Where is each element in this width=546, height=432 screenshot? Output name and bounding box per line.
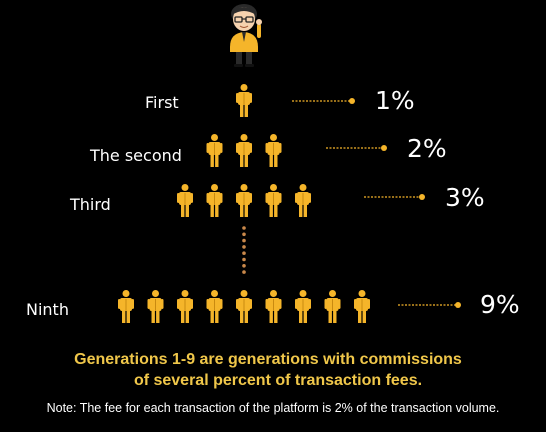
connector-dot bbox=[381, 145, 387, 151]
generation-label-second: The second bbox=[90, 146, 182, 165]
percent-ninth: 9% bbox=[480, 290, 520, 319]
connector-dot bbox=[419, 194, 425, 200]
referrer-avatar-icon bbox=[230, 4, 262, 67]
person-icon bbox=[265, 134, 282, 167]
person-icon bbox=[206, 134, 223, 167]
ellipsis-dot bbox=[242, 270, 246, 274]
person-icon bbox=[265, 184, 282, 217]
person-icon bbox=[295, 184, 311, 217]
ellipsis-dot bbox=[242, 226, 246, 230]
generation-label-third: Third bbox=[70, 195, 111, 214]
caption-line-1: Generations 1-9 are generations with com… bbox=[74, 351, 462, 368]
caption-line-2: of several percent of transaction fees. bbox=[133, 372, 423, 389]
ellipsis-dot bbox=[242, 232, 246, 237]
person-icon bbox=[118, 290, 134, 323]
person-icon bbox=[265, 290, 282, 323]
person-icon bbox=[324, 290, 341, 323]
connector-dot bbox=[349, 98, 355, 104]
person-icon bbox=[236, 134, 252, 167]
ellipsis-dot bbox=[242, 257, 246, 262]
percent-third: 3% bbox=[445, 183, 485, 212]
generation-label-ninth: Ninth bbox=[26, 300, 69, 319]
footnote: Note: The fee for each transaction of th… bbox=[46, 401, 500, 415]
person-icon bbox=[206, 290, 223, 323]
person-icon bbox=[177, 290, 193, 323]
person-icon bbox=[354, 290, 370, 323]
person-icon bbox=[236, 290, 252, 323]
person-icon bbox=[206, 184, 223, 217]
person-icon bbox=[236, 84, 252, 117]
connector-dot bbox=[455, 302, 461, 308]
person-icon bbox=[236, 184, 252, 217]
generation-label-first: First bbox=[145, 93, 179, 112]
ellipsis-dot bbox=[242, 264, 246, 268]
percent-first: 1% bbox=[375, 86, 415, 115]
person-icon bbox=[295, 290, 311, 323]
ellipsis-dot bbox=[242, 238, 246, 243]
percent-second: 2% bbox=[407, 134, 447, 163]
ellipsis-dot bbox=[242, 245, 246, 249]
ellipsis-dot bbox=[242, 251, 246, 255]
person-icon bbox=[177, 184, 193, 217]
person-icon bbox=[147, 290, 164, 323]
